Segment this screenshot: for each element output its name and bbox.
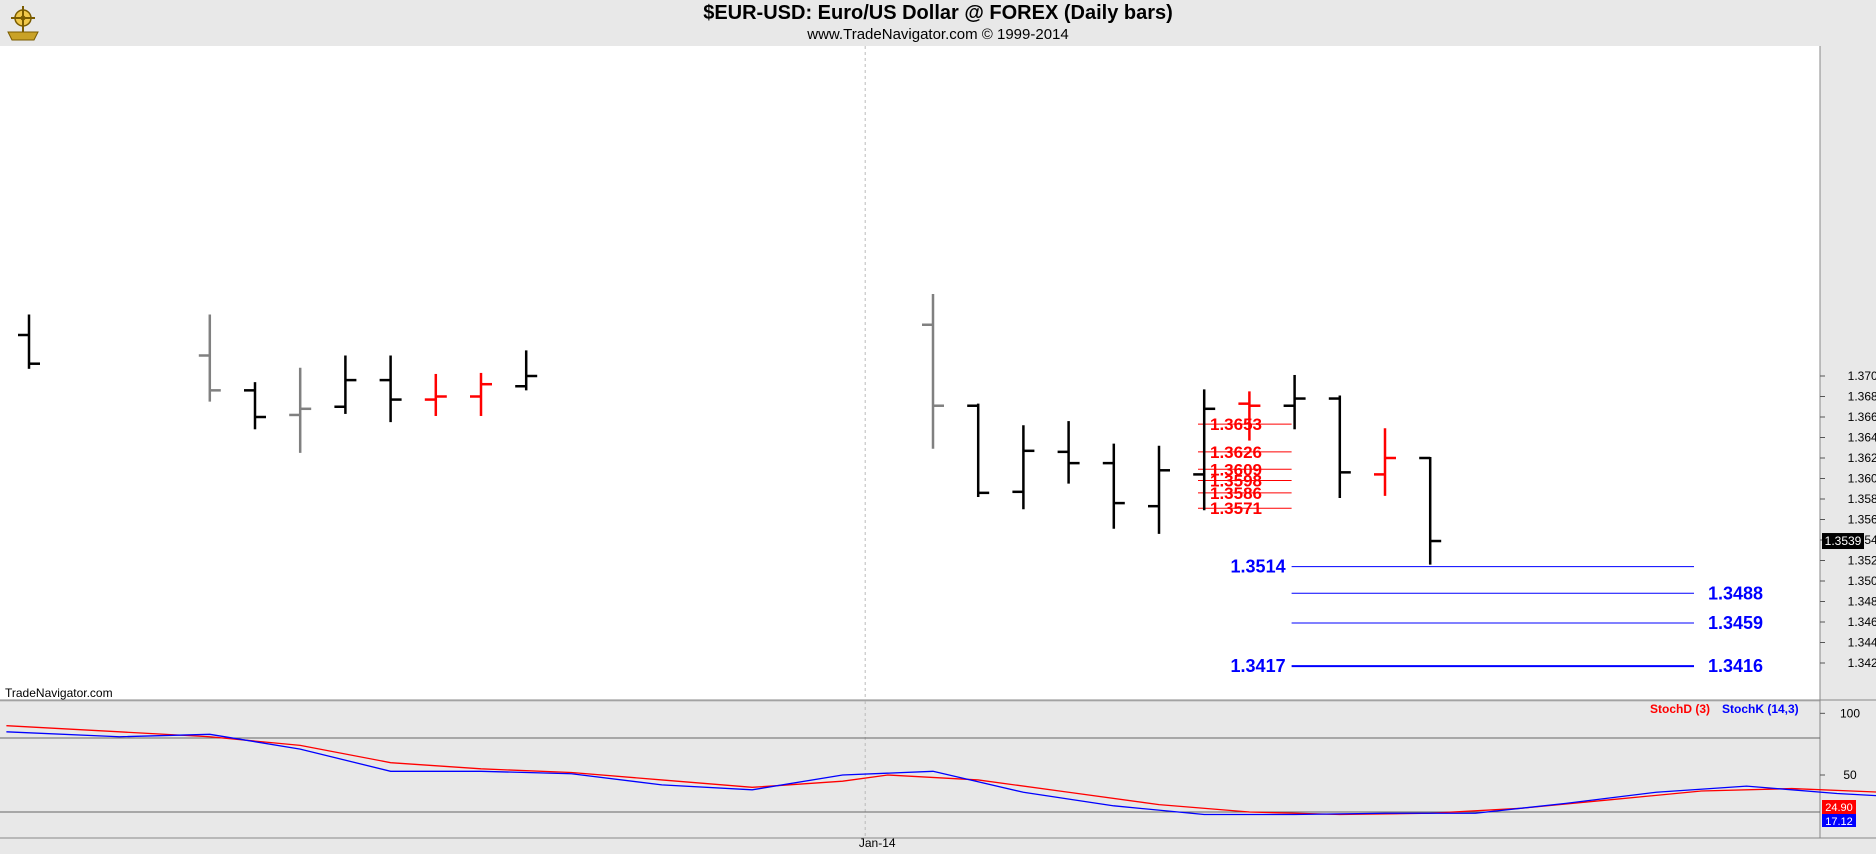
stochk-last-box <box>1822 814 1856 827</box>
tradenavigator-logo <box>2 2 44 44</box>
y-tick-label: 1.3580 <box>1848 492 1876 506</box>
blue-level-label-right: 1.3488 <box>1708 583 1763 603</box>
ohlc-bar <box>1328 395 1351 498</box>
ohlc-bar <box>1419 456 1442 565</box>
stochd-legend: StochD (3) <box>1650 702 1710 716</box>
blue-level-label-right: 1.3459 <box>1708 613 1763 633</box>
ohlc-bar <box>198 314 221 402</box>
stoch-y-label: 100 <box>1840 706 1860 720</box>
chart-title: $EUR-USD: Euro/US Dollar @ FOREX (Daily … <box>703 2 1173 24</box>
y-tick-label: 1.3520 <box>1848 554 1876 568</box>
y-tick-label: 1.3500 <box>1848 574 1876 588</box>
y-tick-label: 1.3640 <box>1848 431 1876 445</box>
ohlc-bar <box>244 382 266 430</box>
y-tick-label: 1.3680 <box>1848 390 1876 404</box>
red-level-label: 1.3571 <box>1210 499 1262 518</box>
ohlc-bar <box>289 367 312 453</box>
stoch-series-line <box>6 725 1876 816</box>
ohlc-bar <box>424 373 447 416</box>
ohlc-bar <box>1283 374 1306 430</box>
y-tick-label: 1.3480 <box>1848 595 1876 609</box>
red-level-label: 1.3626 <box>1210 443 1262 462</box>
stochd-last-value: 24.90 <box>1825 802 1853 814</box>
x-tick-label: Jan-14 <box>859 836 896 850</box>
ohlc-bar <box>379 355 402 423</box>
y-tick-label: 1.3620 <box>1848 451 1876 465</box>
ohlc-bar <box>1102 443 1125 529</box>
stochd-last-box <box>1822 800 1856 814</box>
ohlc-bar <box>1057 421 1080 484</box>
ohlc-bar <box>18 314 40 369</box>
stoch-y-label: 50 <box>1843 768 1857 782</box>
chart-subtitle: www.TradeNavigator.com © 1999-2014 <box>807 26 1069 43</box>
y-tick-label: 1.3460 <box>1848 615 1876 629</box>
red-level-label: 1.3609 <box>1210 460 1262 479</box>
ohlc-bar <box>470 372 492 416</box>
y-tick-label: 1.3560 <box>1848 513 1876 527</box>
ohlc-bar <box>1148 445 1170 534</box>
stochk-legend: StochK (14,3) <box>1722 702 1799 716</box>
red-level-label: 1.3586 <box>1210 484 1262 503</box>
ohlc-bar <box>967 403 990 497</box>
last-price-box <box>1822 533 1864 550</box>
ohlc-bar <box>334 355 357 414</box>
ohlc-bar <box>1193 389 1216 511</box>
y-tick-label: 1.3600 <box>1848 472 1876 486</box>
y-tick-label: 1.3660 <box>1848 410 1876 424</box>
ohlc-bar <box>515 350 538 391</box>
y-tick-label: 1.3440 <box>1848 636 1876 650</box>
ohlc-bar <box>1012 425 1035 510</box>
red-level-label: 1.3653 <box>1210 415 1262 434</box>
stoch-series-line <box>6 731 1876 816</box>
blue-level-label-left: 1.3417 <box>1231 656 1286 676</box>
last-price-label: 1.3539 <box>1825 534 1862 548</box>
stochk-last-value: 17.12 <box>1825 816 1853 828</box>
ohlc-bar <box>1374 428 1396 496</box>
ohlc-bar <box>1238 391 1261 441</box>
y-tick-label: 1.3700 <box>1848 369 1876 383</box>
red-level-label: 1.3598 <box>1210 472 1262 491</box>
blue-level-label-left: 1.3514 <box>1231 557 1286 577</box>
watermark: TradeNavigator.com <box>5 686 113 700</box>
blue-level-label-right: 1.3416 <box>1708 656 1763 676</box>
y-tick-label: 1.3420 <box>1848 656 1876 670</box>
ohlc-bar <box>922 294 944 449</box>
